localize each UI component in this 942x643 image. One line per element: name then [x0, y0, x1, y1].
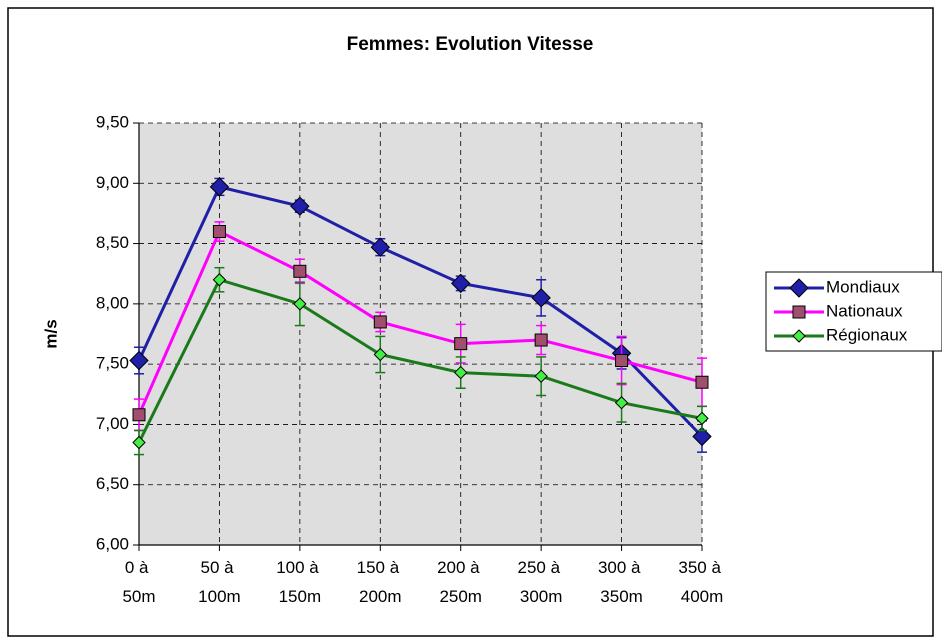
x-tick-label: 150 à 200m [357, 558, 404, 606]
legend-label: Nationaux [826, 301, 903, 320]
x-tick-label: 250 à 300m [518, 558, 565, 606]
marker [534, 369, 548, 383]
marker [132, 435, 146, 450]
y-tick-label: 8,00 [96, 293, 129, 312]
x-tick-label: 100 à 150m [276, 558, 323, 606]
marker [454, 337, 468, 351]
marker [531, 288, 551, 308]
x-tick-label: 200 à 250m [437, 558, 484, 606]
y-tick-label: 9,50 [96, 112, 129, 131]
series-line [137, 229, 703, 416]
marker [534, 333, 548, 347]
x-tick-label: 350 à 400m [678, 558, 725, 606]
y-tick-label: 7,00 [96, 414, 129, 433]
y-tick-label: 6,50 [96, 474, 129, 493]
series-line [137, 185, 704, 438]
x-tick-label: 0 à 50m [122, 558, 155, 606]
marker [614, 396, 629, 410]
series-line [137, 277, 703, 444]
marker [290, 196, 310, 216]
x-tick-label: 50 à 100m [198, 558, 241, 606]
marker [293, 264, 307, 278]
y-tick-label: 9,00 [96, 173, 129, 192]
marker [373, 315, 387, 329]
marker [695, 375, 709, 389]
marker [129, 350, 149, 371]
chart-title: Femmes: Evolution Vitesse [347, 34, 594, 55]
marker [212, 225, 226, 239]
legend-label: Régionaux [826, 325, 908, 344]
marker [209, 177, 230, 197]
marker [792, 329, 806, 343]
y-tick-label: 6,00 [96, 534, 129, 553]
marker [451, 273, 471, 294]
marker [370, 237, 390, 257]
marker [792, 305, 806, 319]
marker [212, 273, 227, 287]
marker [695, 411, 709, 426]
marker [293, 297, 307, 311]
marker [615, 354, 629, 368]
y-axis-label: m/s [41, 319, 60, 348]
y-tick-label: 8,50 [96, 233, 129, 252]
x-tick-label: 300 à 350m [598, 558, 645, 606]
marker [373, 347, 387, 362]
marker [692, 426, 712, 447]
marker [132, 408, 146, 422]
y-tick-label: 7,50 [96, 354, 129, 373]
marker [789, 278, 809, 298]
legend-label: Mondiaux [826, 277, 900, 296]
marker [454, 365, 468, 380]
